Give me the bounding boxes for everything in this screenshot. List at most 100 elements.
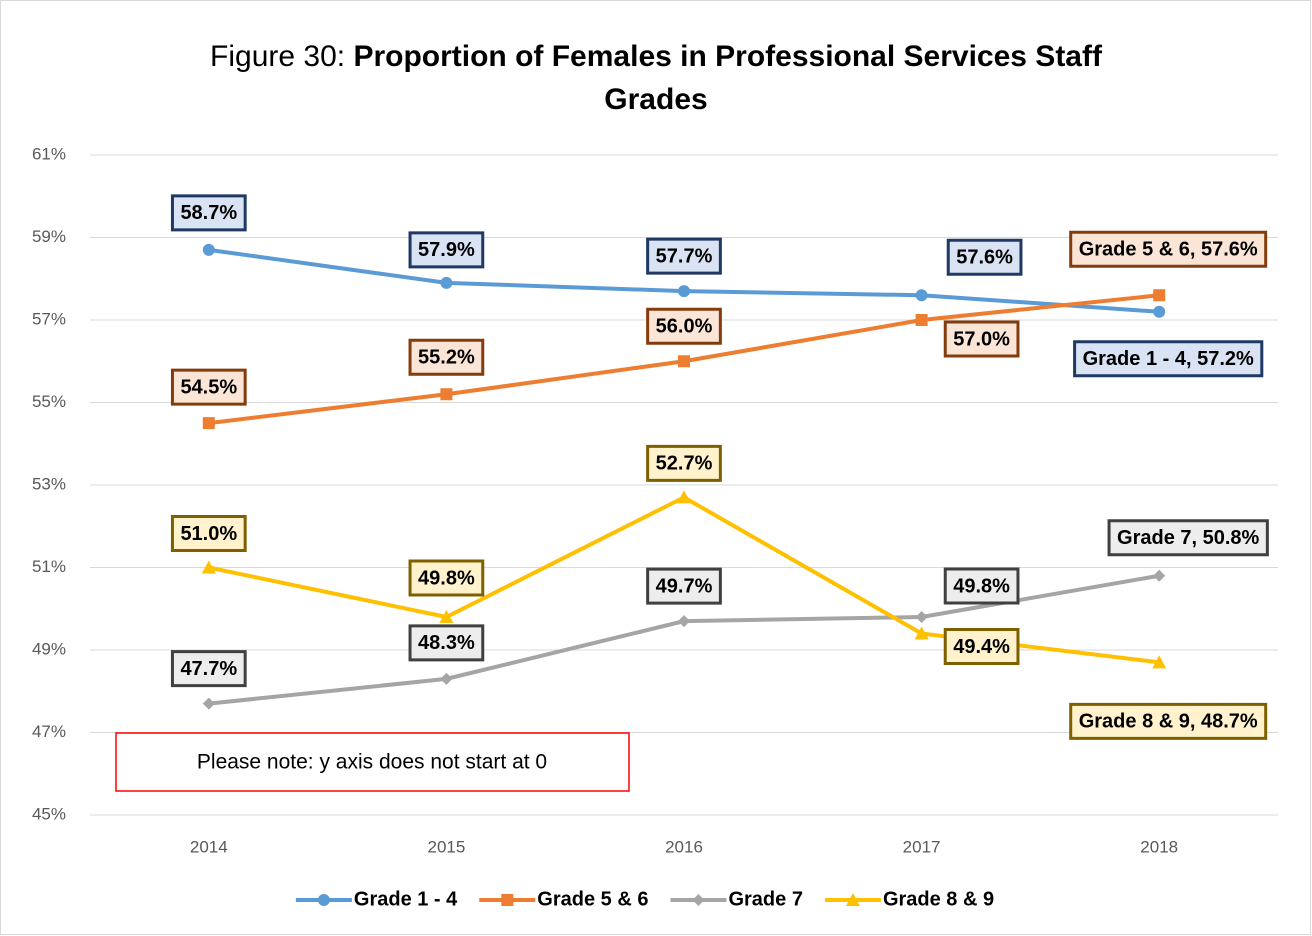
marker xyxy=(202,417,215,430)
data-label-text: 56.0% xyxy=(656,316,713,338)
data-label-box xyxy=(1073,340,1264,378)
data-label-text: 57.0% xyxy=(953,328,1010,350)
data-label-box xyxy=(408,624,485,662)
data-label: Grade 8 & 9, 48.7% xyxy=(1069,702,1268,740)
marker xyxy=(202,243,215,256)
marker xyxy=(202,697,215,710)
data-label-text: 49.4% xyxy=(953,636,1010,658)
data-label-text: 49.7% xyxy=(656,575,713,597)
data-label-box xyxy=(943,320,1020,358)
data-label: 58.7% xyxy=(170,194,247,232)
marker xyxy=(915,314,928,326)
x-tick-label: 2014 xyxy=(190,837,228,856)
y-tick-label: 53% xyxy=(32,474,66,493)
legend-label: Grade 5 & 6 xyxy=(537,888,648,910)
title-main: Proportion of Females in Professional Se… xyxy=(353,40,1103,73)
data-label-box xyxy=(408,338,485,376)
data-label-box xyxy=(170,515,247,552)
data-label-box xyxy=(408,559,485,597)
data-label-box xyxy=(170,194,247,232)
data-label-text: Grade 1 - 4, 57.2% xyxy=(1083,348,1254,370)
x-tick-label: 2017 xyxy=(903,837,941,856)
legend-marker xyxy=(692,894,705,906)
data-label-box xyxy=(943,628,1020,665)
marker xyxy=(914,626,929,640)
data-label: 57.6% xyxy=(946,238,1023,276)
y-tick-label: 57% xyxy=(32,309,66,328)
marker xyxy=(201,560,216,574)
marker xyxy=(439,610,454,623)
data-label: 57.0% xyxy=(943,320,1020,358)
legend-marker xyxy=(317,894,330,906)
y-tick-label: 55% xyxy=(32,392,66,411)
data-label: 48.3% xyxy=(408,624,485,662)
data-label: Grade 5 & 6, 57.6% xyxy=(1069,230,1268,268)
data-label: 57.9% xyxy=(408,231,485,269)
y-tick-label: 51% xyxy=(32,557,66,576)
chart-title: Figure 30: Proportion of Females in Prof… xyxy=(210,40,1103,73)
marker xyxy=(915,289,928,302)
data-label-box xyxy=(170,650,247,688)
x-tick-label: 2015 xyxy=(427,837,465,856)
marker xyxy=(440,276,453,289)
data-label-box xyxy=(1069,230,1268,268)
data-label-text: Grade 8 & 9, 48.7% xyxy=(1079,711,1258,733)
legend-item: Grade 5 & 6 xyxy=(479,888,648,910)
data-label: 55.2% xyxy=(408,338,485,376)
data-label-text: 57.7% xyxy=(656,245,713,267)
legend-item: Grade 7 xyxy=(670,888,803,910)
data-label-box xyxy=(408,231,485,269)
data-label-box xyxy=(946,238,1023,276)
annotation-box xyxy=(115,732,630,792)
data-label: 49.8% xyxy=(408,559,485,597)
data-label-box xyxy=(646,307,722,345)
data-label-text: 55.2% xyxy=(418,347,475,369)
data-label-text: 49.8% xyxy=(953,575,1010,597)
marker xyxy=(1152,655,1167,669)
data-label: 57.7% xyxy=(646,237,722,275)
data-label: 51.0% xyxy=(170,515,247,552)
legend-item: Grade 1 - 4 xyxy=(295,888,458,910)
marker xyxy=(1153,289,1166,302)
data-label-box xyxy=(1107,519,1269,557)
legend-label: Grade 8 & 9 xyxy=(883,888,994,910)
data-label-text: 48.3% xyxy=(418,632,475,654)
data-label: 49.8% xyxy=(943,567,1020,605)
title-prefix: Figure 30: xyxy=(210,40,345,73)
data-label-text: 49.8% xyxy=(418,567,475,589)
data-label-text: 51.0% xyxy=(180,523,237,545)
legend-item: Grade 8 & 9 xyxy=(824,888,994,910)
x-tick-label: 2016 xyxy=(665,837,703,856)
data-label: 49.4% xyxy=(943,628,1020,665)
data-label-text: 47.7% xyxy=(180,658,237,680)
legend-marker xyxy=(845,893,860,906)
data-label-box xyxy=(943,567,1020,605)
data-label-text: 58.7% xyxy=(180,202,237,224)
marker xyxy=(440,672,453,685)
x-tick-label: 2018 xyxy=(1140,837,1178,856)
data-label: Grade 1 - 4, 57.2% xyxy=(1073,340,1264,378)
y-tick-label: 49% xyxy=(32,639,66,658)
data-label-box xyxy=(170,368,247,406)
marker xyxy=(1153,569,1166,582)
y-tick-label: 47% xyxy=(32,722,66,741)
data-label-text: Grade 7, 50.8% xyxy=(1117,527,1260,549)
data-label-box xyxy=(646,237,722,275)
marker xyxy=(678,285,690,298)
data-label: 54.5% xyxy=(170,368,247,406)
legend-label: Grade 1 - 4 xyxy=(354,888,458,910)
data-label: 47.7% xyxy=(170,650,247,688)
data-label: 56.0% xyxy=(646,307,722,345)
data-label-box xyxy=(646,567,722,605)
data-label-text: 52.7% xyxy=(656,453,713,475)
data-label: 49.7% xyxy=(646,567,722,605)
marker xyxy=(1153,305,1166,318)
legend-label: Grade 7 xyxy=(728,888,802,910)
data-label-box xyxy=(1069,702,1268,740)
annotation: Please note: y axis does not start at 0 xyxy=(197,751,547,774)
y-tick-label: 45% xyxy=(32,804,66,823)
title-line2: Grades xyxy=(604,83,707,116)
data-label: 52.7% xyxy=(646,444,722,482)
y-tick-label: 59% xyxy=(32,227,66,246)
